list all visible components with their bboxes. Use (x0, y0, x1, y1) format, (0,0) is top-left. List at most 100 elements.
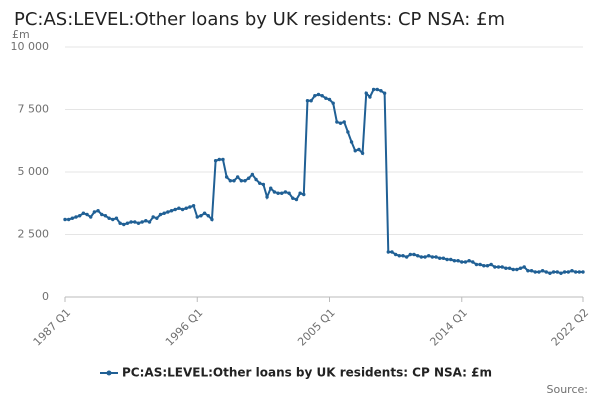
point (133, 220, 137, 224)
point (518, 266, 523, 270)
point (577, 270, 582, 274)
point (162, 211, 166, 215)
point (199, 214, 203, 218)
point (379, 89, 383, 93)
legend-label: PC:AS:LEVEL:Other loans by UK residents:… (122, 366, 492, 380)
point (327, 97, 332, 102)
point (81, 211, 86, 215)
point (243, 179, 247, 183)
point (482, 264, 486, 268)
point (129, 220, 133, 224)
y-tick-label: 2 500 (18, 228, 50, 241)
point (397, 254, 402, 258)
point (217, 157, 221, 162)
point (269, 186, 273, 190)
point (92, 210, 97, 214)
point (103, 214, 108, 218)
point (228, 179, 233, 183)
point (537, 270, 541, 274)
point (493, 265, 497, 269)
point (283, 190, 288, 194)
point (74, 215, 78, 219)
point (559, 271, 563, 275)
point (125, 221, 130, 225)
point (294, 197, 299, 202)
point (169, 209, 174, 213)
y-tick-label: 0 (42, 290, 49, 303)
point (471, 260, 475, 264)
point (118, 221, 122, 225)
point (371, 87, 376, 92)
point (496, 265, 501, 269)
point (463, 260, 468, 264)
point (360, 151, 365, 155)
point (224, 175, 229, 179)
point (562, 270, 567, 274)
point (430, 255, 435, 259)
point (324, 96, 328, 100)
point (515, 267, 519, 272)
point (213, 159, 218, 163)
point (401, 254, 405, 258)
point (427, 254, 431, 258)
point (478, 262, 482, 267)
point (474, 262, 479, 267)
point (551, 270, 556, 274)
point (147, 220, 152, 224)
point (368, 95, 372, 99)
point (107, 216, 111, 220)
point (180, 207, 185, 212)
point (114, 216, 119, 220)
point (467, 259, 471, 263)
point (136, 221, 141, 225)
point (349, 140, 354, 144)
point (140, 220, 144, 224)
point (504, 266, 508, 270)
point (353, 149, 357, 153)
point (177, 206, 181, 210)
point (390, 250, 394, 254)
point (313, 94, 317, 98)
point (529, 269, 534, 273)
point (364, 91, 368, 95)
point (302, 192, 306, 197)
point (184, 206, 188, 210)
point (570, 269, 574, 273)
point (386, 250, 390, 254)
point (357, 147, 361, 152)
point (419, 255, 424, 259)
point (63, 217, 67, 222)
x-tick-label: 2005 Q1 (295, 306, 338, 349)
point (393, 252, 398, 257)
x-tick-label: 1987 Q1 (31, 306, 74, 349)
source: Source: (547, 383, 589, 396)
point (375, 87, 379, 92)
point (342, 120, 346, 124)
point (246, 176, 251, 180)
point (111, 217, 115, 222)
legend-marker (106, 370, 112, 376)
point (507, 266, 512, 270)
point (533, 270, 537, 274)
point (166, 210, 170, 214)
point (96, 209, 100, 213)
point (188, 205, 192, 209)
point (89, 215, 93, 219)
point (195, 215, 199, 219)
point (66, 217, 71, 222)
point (261, 182, 266, 187)
point (452, 259, 457, 263)
point (77, 214, 82, 218)
point (338, 121, 343, 125)
y-tick-label: 7 500 (18, 103, 50, 116)
point (305, 99, 310, 103)
point (250, 172, 255, 177)
point (456, 259, 460, 263)
point (291, 196, 295, 200)
point (100, 212, 104, 217)
point (272, 190, 277, 194)
point (254, 177, 258, 182)
line (65, 88, 583, 275)
point (70, 216, 75, 220)
point (155, 216, 159, 220)
